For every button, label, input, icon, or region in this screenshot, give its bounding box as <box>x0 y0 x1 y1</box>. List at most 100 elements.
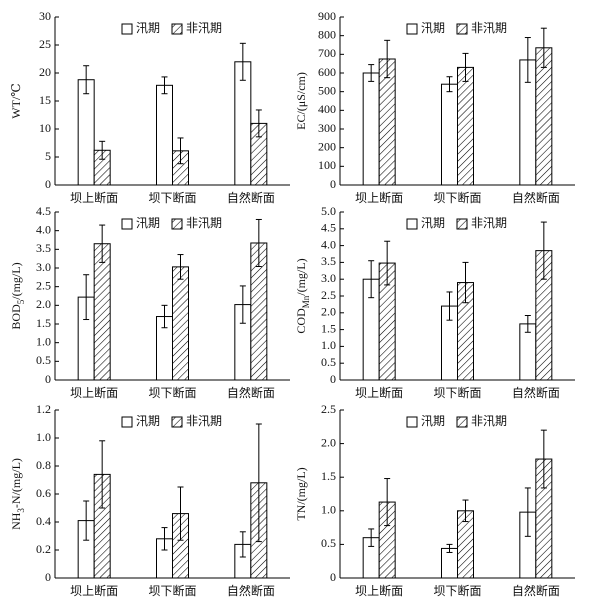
y-axis-label: BOD5/(mg/L) <box>9 262 26 329</box>
y-tick-label: 20 <box>39 65 51 79</box>
y-tick-label: 400 <box>318 102 336 116</box>
legend-label: 汛期 <box>421 414 445 428</box>
y-tick-label: 0 <box>330 570 336 584</box>
y-tick-label: 0.2 <box>36 542 51 556</box>
x-tick-label: 坝上断面 <box>355 385 403 400</box>
y-tick-label: 0.8 <box>36 458 51 472</box>
legend-swatch <box>121 23 133 35</box>
legend-swatch <box>121 416 133 428</box>
y-axis-label: WT/℃ <box>9 83 23 118</box>
y-tick-label: 15 <box>39 93 51 107</box>
y-tick-label: 0 <box>330 372 336 386</box>
y-axis-label: CODMn/(mg/L) <box>294 258 311 333</box>
legend-swatch <box>171 23 183 35</box>
y-tick-label: 200 <box>318 139 336 153</box>
y-tick-label: 3.5 <box>36 241 51 255</box>
bar <box>457 66 474 186</box>
y-tick-label: 1.0 <box>36 430 51 444</box>
bar <box>362 72 380 186</box>
x-tick-label: 坝下断面 <box>148 190 196 205</box>
legend-label: 汛期 <box>136 216 160 230</box>
bar <box>172 266 189 381</box>
y-tick-label: 0.6 <box>36 486 51 500</box>
legend-swatch <box>171 416 183 428</box>
y-tick-label: 2.5 <box>321 402 336 416</box>
y-tick-label: 3.0 <box>321 271 336 285</box>
legend-label: 非汛期 <box>186 216 222 230</box>
x-tick-label: 自然断面 <box>227 583 275 598</box>
y-axis-label-part: 5 <box>16 299 26 304</box>
y-tick-label: 4.0 <box>321 237 336 251</box>
y-axis-label-part: -N/(mg/L) <box>9 458 23 508</box>
legend-label: 非汛期 <box>471 414 507 428</box>
y-axis-label: TN/(mg/L) <box>294 467 308 520</box>
legend-swatch <box>406 218 418 230</box>
y-tick-label: 5 <box>45 149 51 163</box>
x-tick-label: 坝下断面 <box>148 385 196 400</box>
y-axis-label-part: /(mg/L) <box>9 262 23 299</box>
panel: 0 5 10 15 20 25 30 WT/℃ 坝上断面 坝下断面 自然断面 汛期 非汛期 <box>9 9 290 205</box>
x-tick-label: 坝上断面 <box>355 583 403 598</box>
y-tick-label: 2.0 <box>321 435 336 449</box>
y-axis-label-part: Mn <box>301 295 311 308</box>
y-axis-label-part: 3 <box>16 508 26 513</box>
bar <box>93 243 111 381</box>
y-tick-label: 10 <box>39 121 51 135</box>
y-axis-label-part: BOD <box>9 304 23 330</box>
y-tick-label: 2.5 <box>321 288 336 302</box>
y-tick-label: 0.5 <box>321 536 336 550</box>
x-tick-label: 坝上断面 <box>70 583 118 598</box>
legend-label: 非汛期 <box>186 21 222 35</box>
y-tick-label: 0.5 <box>321 355 336 369</box>
legend-swatch <box>406 23 418 35</box>
legend-swatch <box>456 23 468 35</box>
y-tick-label: 100 <box>318 158 336 172</box>
bar <box>441 83 458 186</box>
legend-swatch <box>456 416 468 428</box>
x-tick-label: 坝下断面 <box>433 190 481 205</box>
y-axis-label-part: NH <box>9 512 23 530</box>
y-tick-label: 700 <box>318 46 336 60</box>
panel: 0 0.5 1.0 1.5 2.0 2.5 3.0 3.5 4.0 4.5 5.0 CODMn/(mg… <box>294 204 575 400</box>
legend-label: 非汛期 <box>471 21 507 35</box>
y-tick-label: 1.2 <box>36 402 51 416</box>
y-tick-label: 1.0 <box>36 334 51 348</box>
y-tick-label: 5.0 <box>321 204 336 218</box>
y-tick-label: 0 <box>45 372 51 386</box>
x-tick-label: 坝下断面 <box>433 583 481 598</box>
panel: 0 100 200 300 400 500 600 700 800 900 EC/(μS/cm) 坝上… <box>294 9 575 205</box>
y-tick-label: 1.5 <box>321 321 336 335</box>
y-tick-label: 500 <box>318 83 336 97</box>
y-tick-label: 1.5 <box>36 316 51 330</box>
y-tick-label: 0 <box>45 177 51 191</box>
x-tick-label: 自然断面 <box>512 583 560 598</box>
x-tick-label: 坝下断面 <box>433 385 481 400</box>
legend-label: 非汛期 <box>471 216 507 230</box>
x-tick-label: 坝上断面 <box>70 190 118 205</box>
legend-label: 汛期 <box>136 414 160 428</box>
legend-label: 汛期 <box>421 216 445 230</box>
legend-swatch <box>121 218 133 230</box>
legend-label: 非汛期 <box>186 414 222 428</box>
y-tick-label: 3.0 <box>36 260 51 274</box>
y-tick-label: 4.0 <box>36 222 51 236</box>
x-tick-label: 自然断面 <box>512 190 560 205</box>
y-tick-label: 800 <box>318 27 336 41</box>
panel: 0 0.5 1.0 1.5 2.0 2.5 TN/(mg/L) 坝上断面 坝下断面 自然断面 汛期 非… <box>294 402 575 598</box>
y-tick-label: 2.0 <box>321 305 336 319</box>
x-tick-label: 自然断面 <box>227 190 275 205</box>
y-axis-label-part: COD <box>294 308 308 334</box>
y-tick-label: 25 <box>39 37 51 51</box>
y-tick-label: 4.5 <box>321 221 336 235</box>
legend-swatch <box>171 218 183 230</box>
y-tick-label: 0 <box>45 570 51 584</box>
y-tick-label: 600 <box>318 65 336 79</box>
y-tick-label: 30 <box>39 9 51 23</box>
y-axis-label: NH3-N/(mg/L) <box>9 458 26 530</box>
x-tick-label: 坝上断面 <box>355 190 403 205</box>
y-tick-label: 2.0 <box>36 297 51 311</box>
y-tick-label: 1.0 <box>321 338 336 352</box>
y-tick-label: 0.5 <box>36 353 51 367</box>
legend-label: 汛期 <box>136 21 160 35</box>
